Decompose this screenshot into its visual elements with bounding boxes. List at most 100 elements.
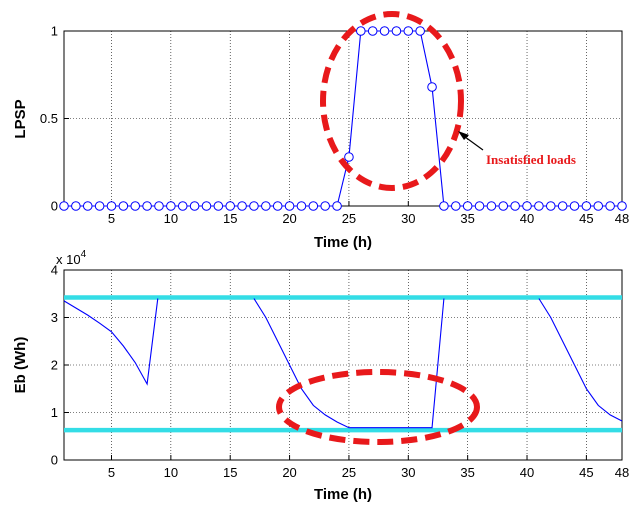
lpsp-data-point	[177, 201, 188, 211]
lpsp-data-point	[391, 26, 402, 36]
lpsp-data-point	[510, 201, 520, 211]
eb-reference-lines	[64, 295, 622, 433]
eb-series-line	[63, 298, 159, 386]
lpsp-data-point	[522, 201, 532, 211]
lpsp-x-tick-label: 35	[460, 211, 474, 226]
lpsp-data-point	[439, 201, 449, 211]
eb-series-line	[253, 298, 445, 429]
lpsp-data-point	[154, 201, 164, 211]
lpsp-data-point	[605, 201, 615, 211]
lpsp-data-point	[71, 201, 81, 211]
eb-x-tick-label: 25	[342, 465, 356, 480]
eb-grid	[64, 270, 622, 460]
lpsp-data-point	[320, 201, 330, 211]
annotation-arrowhead	[458, 131, 469, 140]
lpsp-data-point	[272, 201, 283, 211]
lpsp-data-point	[332, 201, 342, 211]
eb-x-tick-label: 15	[223, 465, 237, 480]
eb-y-multiplier: x 104	[56, 249, 87, 267]
eb-y-tick-label: 3	[51, 310, 58, 325]
lpsp-data-point	[106, 201, 117, 211]
eb-y-axis-label: Eb (Wh)	[12, 337, 29, 394]
lpsp-data-point	[308, 201, 319, 211]
lpsp-x-tick-label: 10	[164, 211, 178, 226]
lpsp-x-tick-label: 30	[401, 211, 415, 226]
eb-x-tick-label: 45	[579, 465, 593, 480]
eb-axes-box	[63, 269, 623, 461]
lpsp-x-tick-label: 40	[520, 211, 534, 226]
eb-x-axis-label: Time (h)	[314, 486, 372, 503]
lpsp-data-point	[557, 201, 568, 211]
lpsp-data-point	[462, 201, 473, 211]
lpsp-data-point	[415, 26, 425, 36]
eb-y-tick-label: 2	[51, 358, 58, 373]
eb-x-tick-label: 30	[401, 465, 415, 480]
eb-series-line	[538, 298, 623, 422]
lpsp-data-point	[474, 201, 485, 211]
lpsp-series	[59, 26, 627, 211]
lpsp-data-point	[427, 82, 437, 92]
lpsp-x-tick-label: 20	[282, 211, 296, 226]
lpsp-data-point	[225, 201, 236, 211]
lpsp-highlight-ellipse	[320, 11, 464, 191]
lpsp-data-point	[356, 26, 366, 36]
lpsp-data-point	[118, 201, 129, 211]
lpsp-data-point	[545, 201, 556, 211]
lpsp-data-point	[237, 201, 247, 211]
lpsp-x-tick-label: 5	[108, 211, 115, 226]
lpsp-data-point	[142, 201, 152, 211]
lpsp-data-point	[498, 201, 509, 211]
lpsp-y-tick-label: 0	[51, 199, 58, 214]
lpsp-ticks: 5 10 15 20 25 30 35 40 45 48 0 0.5 1	[40, 24, 629, 227]
eb-x-tick-label: 48	[615, 465, 629, 480]
lpsp-data-point	[569, 201, 580, 211]
lpsp-data-point	[367, 26, 378, 36]
lpsp-data-point	[284, 201, 295, 211]
lpsp-grid	[64, 31, 622, 206]
lpsp-y-axis-label: LPSP	[12, 99, 29, 138]
lpsp-x-tick-label: 25	[342, 211, 356, 226]
eb-x-tick-label: 40	[520, 465, 534, 480]
lpsp-data-point	[344, 152, 354, 162]
eb-y-tick-label: 0	[51, 453, 58, 468]
lpsp-data-point	[249, 201, 259, 211]
lpsp-x-axis-label: Time (h)	[314, 234, 372, 251]
lpsp-y-tick-label: 1	[51, 24, 58, 39]
eb-x-tick-label: 5	[108, 465, 115, 480]
lpsp-data-point	[82, 201, 93, 211]
lpsp-data-point	[94, 201, 105, 211]
eb-y-tick-label: 1	[51, 405, 58, 420]
eb-series	[63, 298, 623, 429]
lpsp-y-tick-label: 0.5	[40, 111, 58, 126]
lpsp-data-point	[450, 201, 461, 211]
lpsp-data-point	[581, 201, 592, 211]
lpsp-data-point	[261, 201, 271, 211]
lpsp-x-tick-label: 45	[579, 211, 593, 226]
lpsp-data-point	[486, 201, 497, 211]
lpsp-data-point	[379, 26, 390, 36]
lpsp-plot: 5 10 15 20 25 30 35 40 45 48 0 0.5 1 Time (h) LPSP I…	[12, 11, 629, 251]
lpsp-data-point	[617, 201, 627, 211]
eb-y-multiplier-exponent: 4	[81, 249, 87, 260]
lpsp-data-point	[59, 201, 69, 211]
lpsp-data-point	[296, 201, 307, 211]
lpsp-data-point	[593, 201, 604, 211]
lpsp-axes-box	[63, 30, 623, 207]
eb-highlight-ellipse	[276, 369, 480, 445]
eb-x-tick-label: 10	[164, 465, 178, 480]
eb-y-tick-label: 4	[51, 263, 58, 278]
lpsp-data-point	[189, 201, 200, 211]
eb-x-tick-label: 35	[460, 465, 474, 480]
eb-ticks: 5 10 15 20 25 30 35 40 45 48 0 1 2 3 4	[51, 263, 629, 481]
lpsp-data-point	[534, 201, 544, 211]
annotation-text: Insatisfied loads	[486, 152, 576, 167]
lpsp-data-point	[213, 201, 224, 211]
lpsp-x-tick-label: 48	[615, 211, 629, 226]
lpsp-data-point	[403, 26, 414, 36]
lpsp-x-tick-label: 15	[223, 211, 237, 226]
lpsp-data-point	[166, 201, 176, 211]
lpsp-data-point	[201, 201, 212, 211]
eb-x-tick-label: 20	[282, 465, 296, 480]
